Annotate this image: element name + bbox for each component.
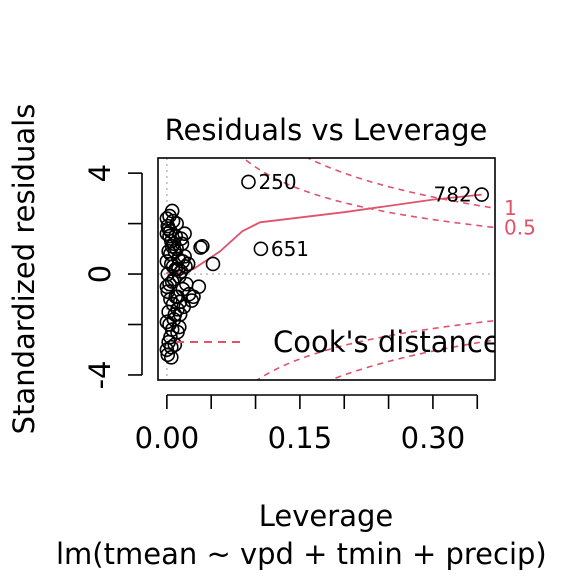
data-point [164, 238, 180, 254]
data-point [167, 307, 183, 322]
point-labels: 250 782 651 [258, 170, 471, 261]
cook-contour-label: 1 [504, 196, 517, 220]
data-point [195, 238, 210, 254]
data-point [205, 256, 221, 272]
cook-contour-label: 0.5 [504, 215, 536, 239]
data-points [159, 174, 489, 365]
x-axis: 0.00 0.15 0.30 [135, 394, 479, 455]
data-point [164, 349, 179, 365]
x-tick-label: 0.30 [401, 421, 466, 455]
data-point [241, 174, 256, 190]
legend-label: Cook's distance [273, 325, 501, 359]
data-point [178, 259, 193, 274]
point-label: 651 [271, 237, 309, 261]
data-point [174, 236, 190, 252]
x-tick-label: 0.15 [268, 421, 333, 455]
data-point [193, 240, 208, 255]
reference-lines [158, 158, 495, 380]
model-caption: lm(tmean ~ vpd + tmin + precip) [56, 537, 547, 571]
data-point [166, 312, 182, 327]
data-point [186, 289, 201, 305]
legend: Cook's distance [176, 325, 501, 359]
data-point [176, 299, 192, 315]
data-point [474, 187, 489, 202]
data-point [159, 226, 175, 241]
data-point [163, 223, 178, 239]
x-axis-label: Leverage [259, 499, 393, 533]
data-point [159, 254, 175, 269]
data-point [164, 233, 179, 249]
y-axis-label: Standardized residuals [7, 104, 41, 435]
chart-title: Residuals vs Leverage [165, 113, 488, 147]
data-point [171, 319, 187, 335]
data-point [164, 322, 180, 337]
data-point [180, 256, 196, 272]
data-point [253, 241, 269, 257]
data-point [162, 208, 177, 224]
x-tick-label: 0.00 [135, 421, 200, 455]
data-point [164, 274, 180, 289]
cooks-distance-contours [242, 158, 495, 380]
data-point [162, 276, 177, 292]
data-point [164, 339, 179, 355]
y-axis: -4 0 4 [83, 164, 143, 389]
plot-frame [157, 157, 496, 381]
data-point [159, 279, 175, 294]
cook-contour-labels: 0.51 [504, 196, 536, 239]
point-label: 782 [434, 183, 472, 207]
point-label: 250 [258, 170, 296, 194]
y-tick-label: -4 [83, 360, 117, 389]
data-point [159, 314, 175, 330]
y-tick-label: 0 [83, 265, 117, 283]
y-tick-label: 4 [83, 164, 117, 182]
cooks-contour-1-upper [306, 158, 495, 209]
